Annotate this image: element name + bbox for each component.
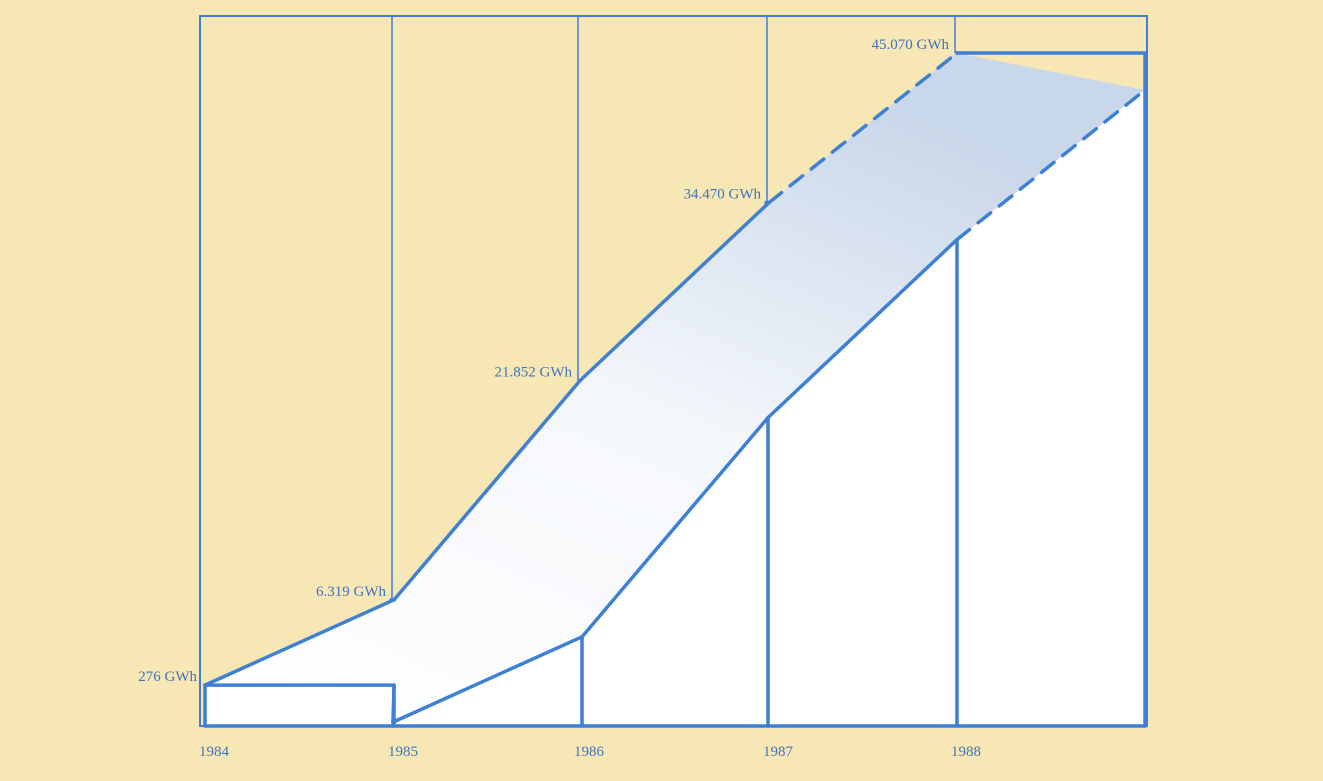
value-label: 6.319 GWh [316, 584, 386, 600]
front-slant-edge [391, 683, 396, 724]
back-edge [392, 378, 582, 602]
front-slant-edge [955, 88, 1147, 242]
back-edge [767, 51, 959, 205]
back-edge [203, 598, 396, 687]
front-slant-edge [580, 415, 770, 639]
year-tick-label: 1987 [763, 744, 794, 760]
front-slant-edge [766, 237, 959, 420]
back-edge [578, 200, 771, 383]
year-tick-label: 1984 [199, 744, 230, 760]
ribbon-surface [205, 53, 1145, 723]
value-label: 34.470 GWh [684, 187, 762, 203]
year-tick-label: 1985 [388, 744, 418, 760]
year-tick-label: 1986 [574, 744, 605, 760]
value-label: 21.852 GWh [495, 365, 573, 381]
ribbon-front-face [205, 90, 1145, 726]
year-tick-label: 1988 [951, 744, 981, 760]
value-label: 276 GWh [138, 669, 197, 685]
value-label: 45.070 GWh [872, 37, 950, 53]
front-slant-edge [391, 635, 584, 724]
